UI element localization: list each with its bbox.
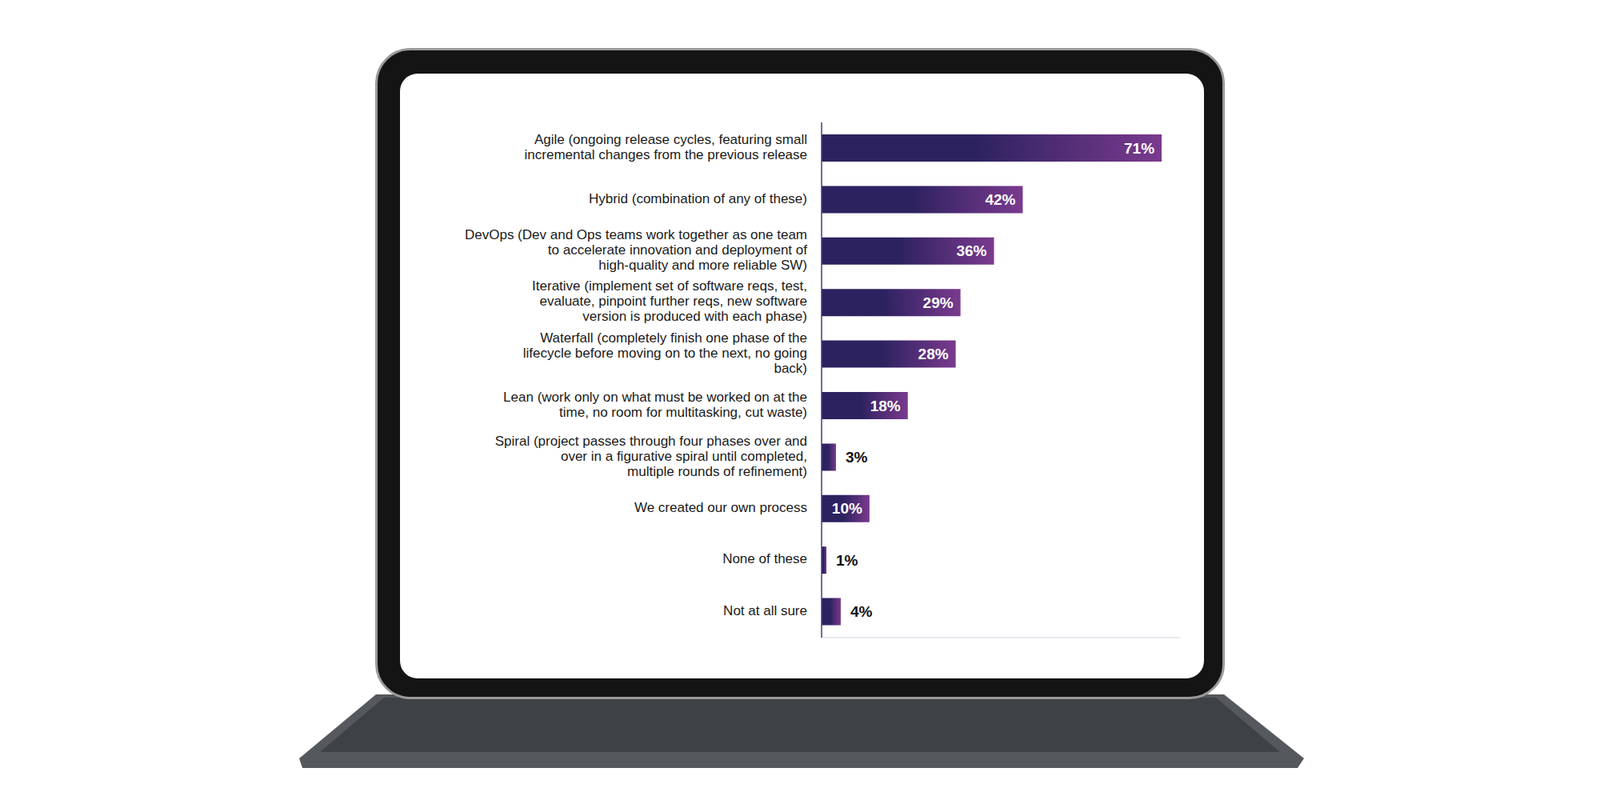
svg-text:36%: 36% (956, 242, 987, 260)
svg-text:71%: 71% (1124, 140, 1155, 157)
svg-text:None of these: None of these (722, 552, 808, 568)
svg-text:Lean (work only on what must b: Lean (work only on what must be worked o… (503, 389, 808, 420)
svg-text:1%: 1% (836, 552, 859, 569)
svg-text:3%: 3% (845, 448, 868, 466)
svg-text:18%: 18% (870, 397, 901, 415)
svg-text:Waterfall (completely finish o: Waterfall (completely finish one phase o… (523, 330, 808, 376)
svg-text:Spiral (project passes through: Spiral (project passes through four phas… (495, 433, 808, 480)
svg-text:4%: 4% (850, 603, 873, 620)
svg-text:28%: 28% (918, 345, 949, 363)
svg-text:We created our own process: We created our own process (634, 500, 808, 516)
svg-text:Iterative (implement set of so: Iterative (implement set of software req… (532, 279, 808, 325)
svg-text:29%: 29% (923, 294, 954, 312)
svg-text:DevOps (Dev and Ops teams work: DevOps (Dev and Ops teams work together … (464, 227, 808, 273)
svg-text:42%: 42% (984, 191, 1016, 208)
svg-text:10%: 10% (832, 500, 863, 517)
svg-text:Not at all sure: Not at all sure (723, 603, 808, 619)
svg-text:Agile (ongoing release cycles,: Agile (ongoing release cycles, featuring… (524, 132, 808, 163)
svg-text:Hybrid (combination of any of: Hybrid (combination of any of these) (588, 191, 808, 207)
